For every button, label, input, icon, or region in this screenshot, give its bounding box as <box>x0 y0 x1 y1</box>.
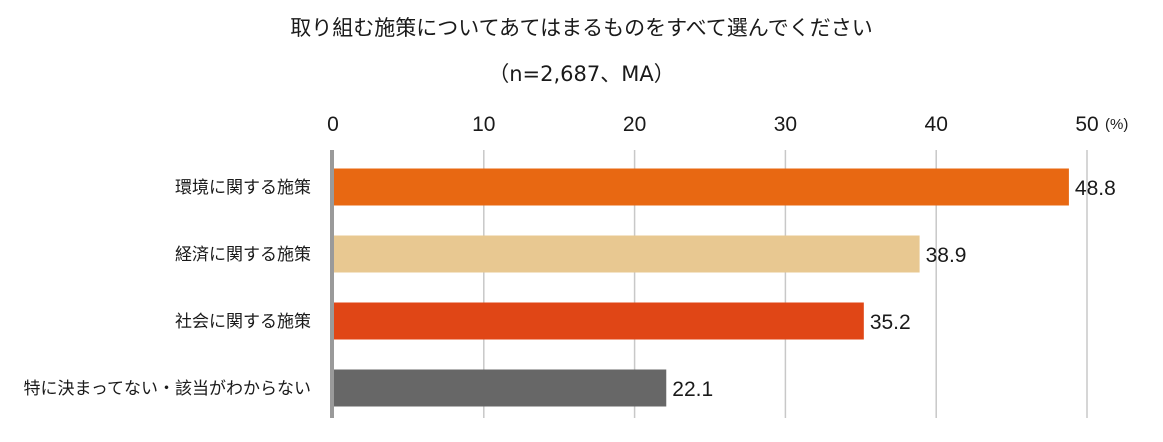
x-tick-label: 50 <box>1075 113 1098 136</box>
unit-label: (%) <box>1105 116 1128 133</box>
category-label: 経済に関する施策 <box>175 245 311 265</box>
bar <box>333 168 1069 206</box>
data-label: 48.8 <box>1075 177 1116 200</box>
bars <box>333 168 1069 407</box>
category-label: 特に決まってない・該当がわからない <box>24 379 311 399</box>
x-axis-ticks: 0 10 20 30 40 50 <box>327 113 1099 136</box>
x-tick-label: 0 <box>327 113 339 136</box>
x-tick-label: 20 <box>623 113 646 136</box>
bar <box>333 302 864 340</box>
x-tick-label: 10 <box>472 113 495 136</box>
value-labels: 48.8 38.9 35.2 22.1 <box>672 177 1116 401</box>
data-label: 35.2 <box>870 311 911 334</box>
x-tick-label: 30 <box>774 113 797 136</box>
category-label: 社会に関する施策 <box>175 312 311 332</box>
x-tick-label: 40 <box>925 113 948 136</box>
chart-subtitle: （n=2,687、MA） <box>488 62 675 86</box>
bar <box>333 369 667 407</box>
chart-title: 取り組む施策についてあてはまるものをすべて選んでください <box>290 16 873 40</box>
data-label: 22.1 <box>672 378 713 401</box>
bar <box>333 235 920 273</box>
category-labels: 環境に関する施策経済に関する施策社会に関する施策特に決まってない・該当がわからな… <box>24 178 311 399</box>
data-label: 38.9 <box>926 244 967 267</box>
category-label: 環境に関する施策 <box>175 178 311 198</box>
